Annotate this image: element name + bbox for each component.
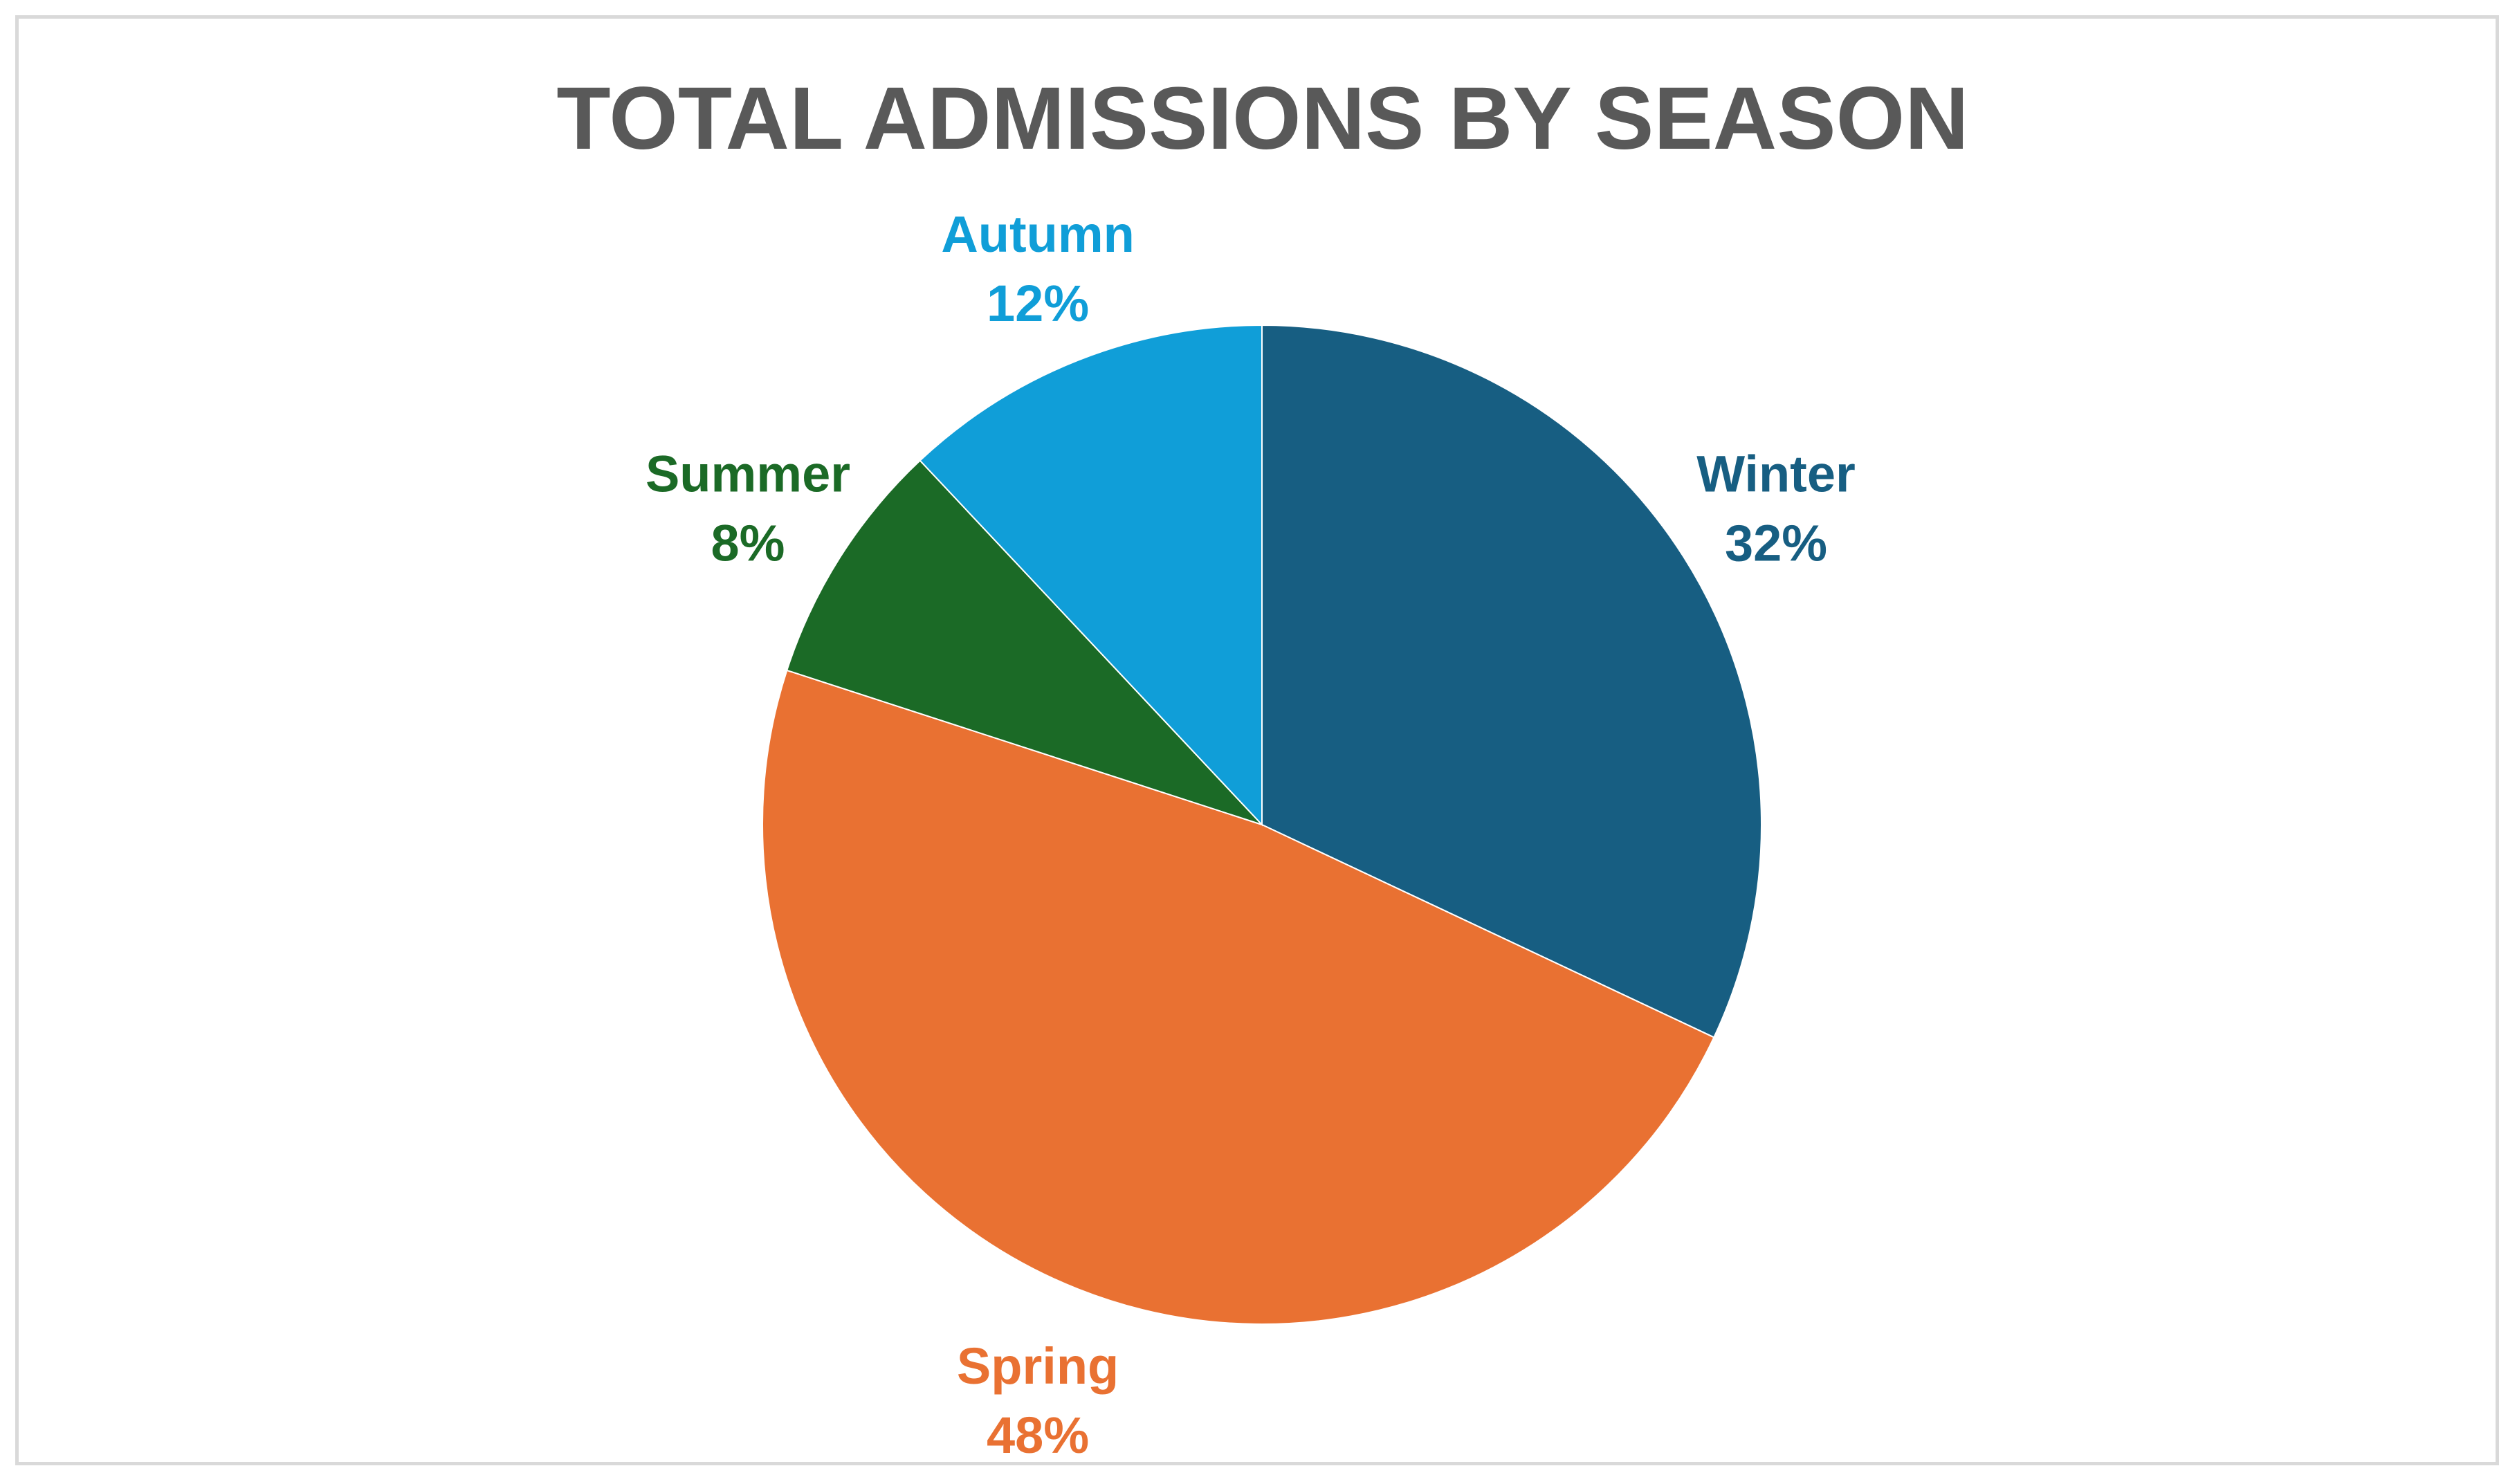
slice-label-autumn: Autumn	[941, 205, 1135, 263]
slice-value-summer: 8%	[711, 515, 785, 572]
pie-slice-spring	[762, 669, 1715, 1325]
slice-value-winter: 32%	[1725, 515, 1827, 572]
pie-slice-summer	[786, 459, 1263, 825]
slice-value-autumn: 12%	[987, 275, 1089, 332]
pie-slice-winter	[1261, 324, 1762, 1038]
pie-slices	[762, 324, 1762, 1325]
pie-slice-autumn	[919, 324, 1263, 827]
slice-label-spring: Spring	[957, 1337, 1119, 1395]
chart-title: TOTAL ADMISSIONS BY SEASON	[556, 69, 1968, 168]
slice-value-spring: 48%	[987, 1407, 1089, 1462]
slice-label-winter: Winter	[1696, 446, 1856, 503]
chart-frame: TOTAL ADMISSIONS BY SEASON Winter 32% Spri…	[15, 15, 2499, 1465]
pie-chart: TOTAL ADMISSIONS BY SEASON Winter 32% Spri…	[556, 69, 1968, 1462]
slice-label-summer: Summer	[646, 446, 850, 503]
pie-labels: Winter 32% Spring 48% Summer 8% Autumn 12%	[646, 205, 1856, 1462]
